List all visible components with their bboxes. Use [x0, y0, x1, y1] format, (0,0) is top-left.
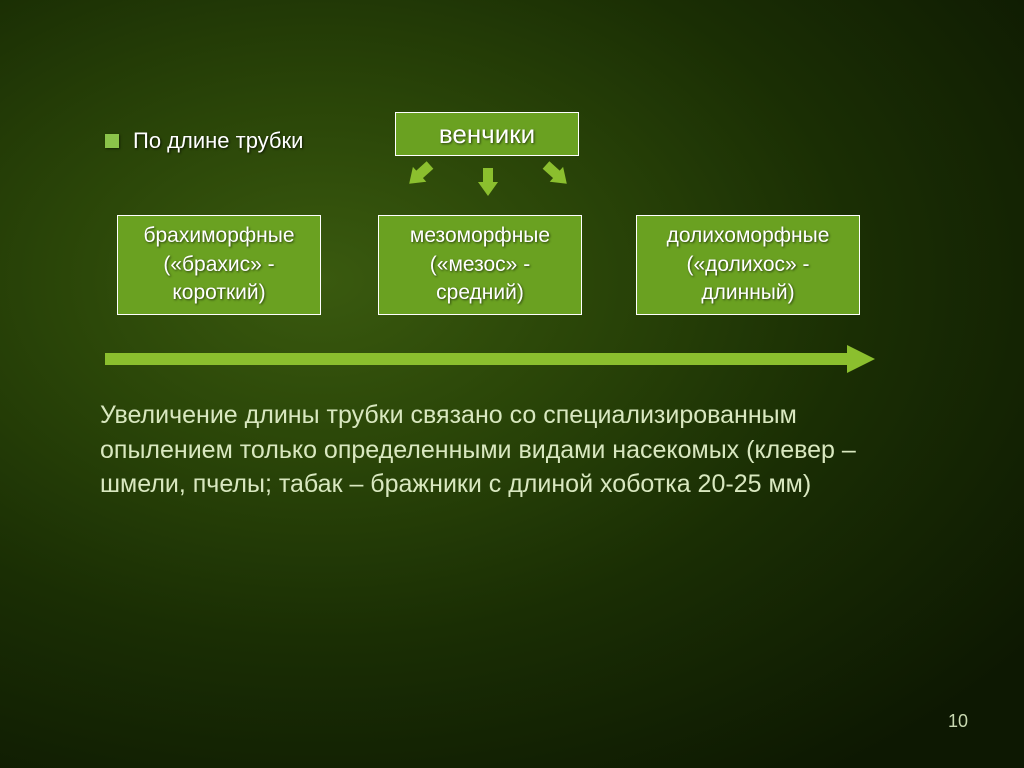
- square-bullet-icon: [105, 134, 119, 148]
- category-box-meso: мезоморфные («мезос» - средний): [378, 215, 582, 315]
- bullet-row: По длине трубки: [105, 128, 303, 154]
- bullet-text: По длине трубки: [133, 128, 303, 154]
- top-category-box: венчики: [395, 112, 579, 156]
- description-paragraph: Увеличение длины трубки связано со специ…: [100, 398, 900, 502]
- branch-arrow-right-icon: [539, 158, 575, 193]
- top-category-label: венчики: [439, 119, 535, 150]
- category-line: средний): [410, 279, 550, 307]
- branch-arrow-left-icon: [401, 158, 437, 193]
- category-line: долихоморфные: [667, 222, 830, 250]
- category-line: короткий): [143, 279, 294, 307]
- category-line: мезоморфные: [410, 222, 550, 250]
- category-line: («брахис» -: [143, 251, 294, 279]
- page-number: 10: [948, 711, 968, 732]
- category-line: длинный): [667, 279, 830, 307]
- category-line: («мезос» -: [410, 251, 550, 279]
- gradient-arrow-icon: [105, 345, 875, 373]
- category-line: («долихос» -: [667, 251, 830, 279]
- category-box-brachy: брахиморфные («брахис» - короткий): [117, 215, 321, 315]
- category-box-dolicho: долихоморфные («долихос» - длинный): [636, 215, 860, 315]
- branch-arrow-center-icon: [478, 168, 498, 198]
- category-line: брахиморфные: [143, 222, 294, 250]
